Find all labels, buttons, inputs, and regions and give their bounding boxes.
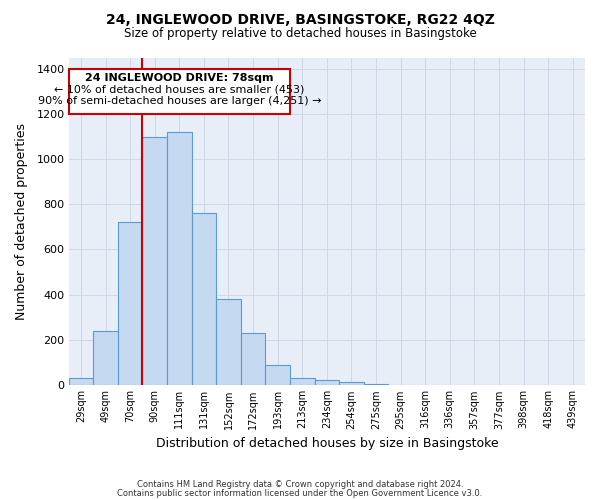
Bar	[118, 222, 142, 385]
Text: 24 INGLEWOOD DRIVE: 78sqm: 24 INGLEWOOD DRIVE: 78sqm	[85, 73, 274, 83]
X-axis label: Distribution of detached houses by size in Basingstoke: Distribution of detached houses by size …	[155, 437, 498, 450]
Bar	[265, 364, 290, 385]
Bar	[167, 132, 191, 385]
Text: ← 10% of detached houses are smaller (453): ← 10% of detached houses are smaller (45…	[54, 84, 304, 94]
Text: Size of property relative to detached houses in Basingstoke: Size of property relative to detached ho…	[124, 28, 476, 40]
Bar	[241, 333, 265, 385]
Bar	[364, 384, 388, 385]
Text: Contains HM Land Registry data © Crown copyright and database right 2024.: Contains HM Land Registry data © Crown c…	[137, 480, 463, 489]
Text: 90% of semi-detached houses are larger (4,251) →: 90% of semi-detached houses are larger (…	[38, 96, 321, 106]
Bar	[93, 331, 118, 385]
Text: Contains public sector information licensed under the Open Government Licence v3: Contains public sector information licen…	[118, 488, 482, 498]
Bar	[68, 378, 93, 385]
Y-axis label: Number of detached properties: Number of detached properties	[15, 122, 28, 320]
Bar	[191, 214, 216, 385]
Bar	[216, 299, 241, 385]
Bar	[314, 380, 339, 385]
FancyBboxPatch shape	[68, 69, 290, 114]
Bar	[142, 136, 167, 385]
Bar	[290, 378, 314, 385]
Text: 24, INGLEWOOD DRIVE, BASINGSTOKE, RG22 4QZ: 24, INGLEWOOD DRIVE, BASINGSTOKE, RG22 4…	[106, 12, 494, 26]
Bar	[339, 382, 364, 385]
